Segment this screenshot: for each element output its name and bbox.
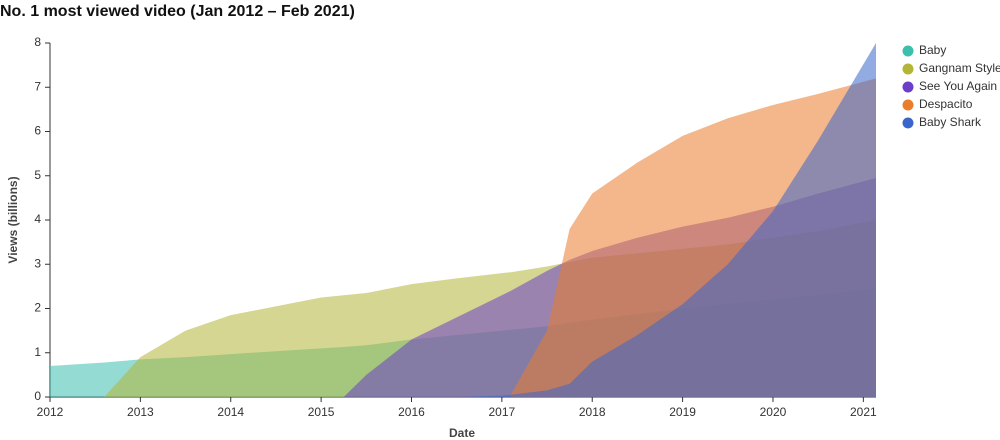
legend-swatch xyxy=(902,63,914,75)
y-tick-label: 4 xyxy=(34,212,41,226)
y-tick-label: 3 xyxy=(34,256,41,270)
x-tick-label: 2020 xyxy=(760,405,787,419)
legend-label: Despacito xyxy=(919,97,973,111)
x-axis-label: Date xyxy=(449,426,475,440)
legend-swatch xyxy=(902,81,914,93)
x-tick-label: 2015 xyxy=(308,405,335,419)
legend-label: Baby xyxy=(919,43,946,57)
y-tick-label: 8 xyxy=(34,35,41,49)
y-tick-label: 7 xyxy=(34,79,41,93)
legend-swatch xyxy=(902,99,914,111)
x-tick-label: 2016 xyxy=(398,405,425,419)
x-tick-label: 2021 xyxy=(850,405,877,419)
x-tick-label: 2013 xyxy=(127,405,154,419)
x-tick-label: 2018 xyxy=(579,405,606,419)
legend-swatch xyxy=(902,117,914,129)
y-tick-label: 1 xyxy=(34,345,41,359)
legend-swatch xyxy=(902,45,914,57)
y-tick-label: 2 xyxy=(34,301,41,315)
legend-label: See You Again xyxy=(919,79,997,93)
legend-label: Baby Shark xyxy=(919,115,982,129)
x-tick-label: 2012 xyxy=(37,405,64,419)
y-tick-label: 6 xyxy=(34,124,41,138)
y-axis-label: Views (billions) xyxy=(6,176,20,263)
y-tick-label: 5 xyxy=(34,168,41,182)
x-tick-label: 2017 xyxy=(489,405,516,419)
legend-label: Gangnam Style xyxy=(919,61,1000,75)
x-tick-label: 2019 xyxy=(669,405,696,419)
chart-title: No. 1 most viewed video (Jan 2012 – Feb … xyxy=(0,3,355,20)
x-tick-label: 2014 xyxy=(217,405,244,419)
area xyxy=(456,43,876,397)
y-tick-label: 0 xyxy=(34,389,41,403)
